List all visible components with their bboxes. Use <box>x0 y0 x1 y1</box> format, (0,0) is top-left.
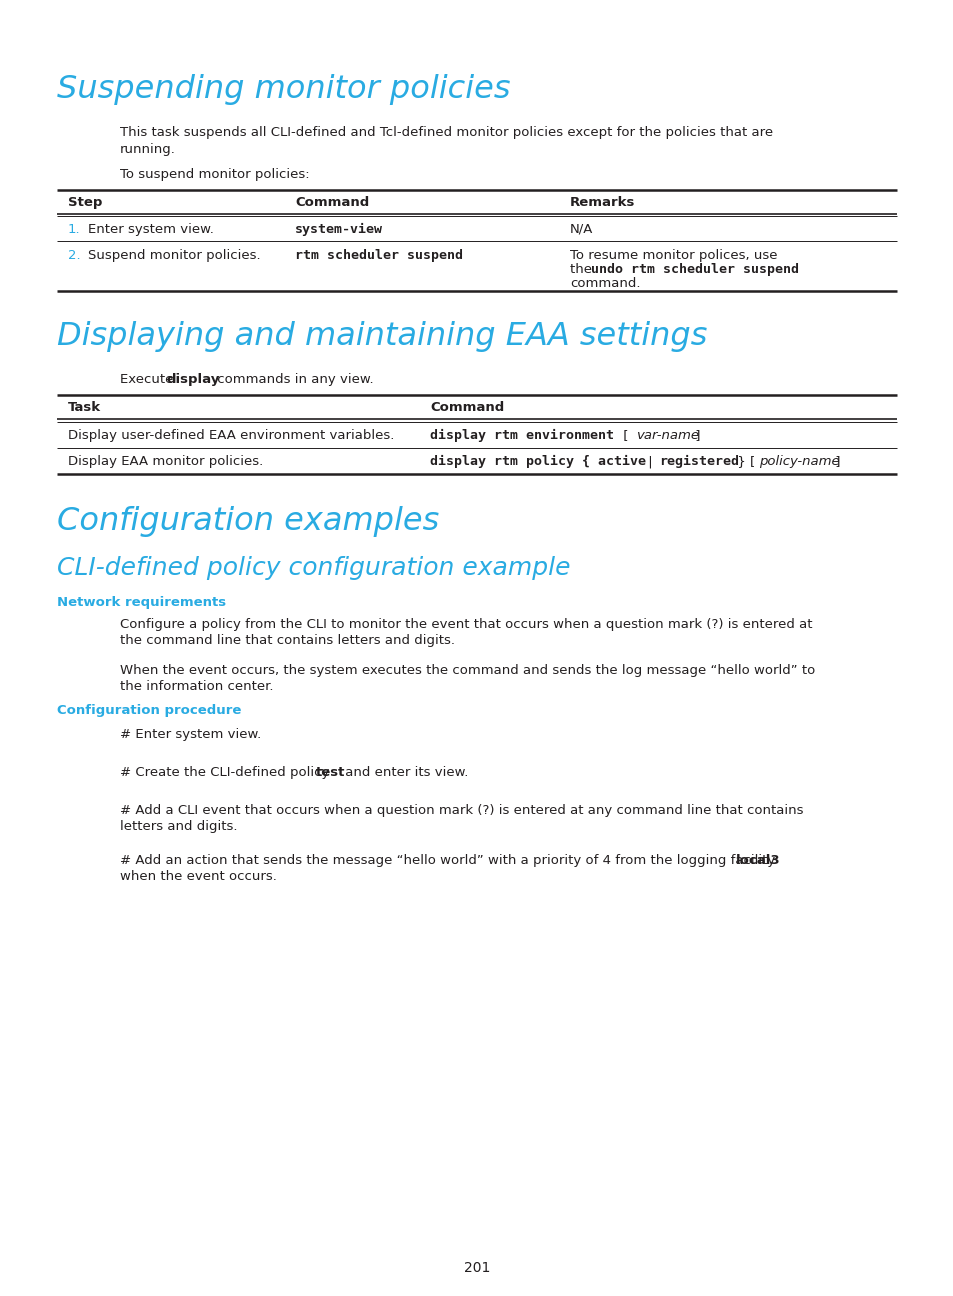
Text: the command line that contains letters and digits.: the command line that contains letters a… <box>120 634 455 647</box>
Text: |: | <box>643 455 657 468</box>
Text: var-name: var-name <box>636 429 699 442</box>
Text: and enter its view.: and enter its view. <box>340 766 468 779</box>
Text: command.: command. <box>569 277 639 290</box>
Text: Enter system view.: Enter system view. <box>88 223 213 236</box>
Text: To suspend monitor policies:: To suspend monitor policies: <box>120 168 310 181</box>
Text: policy-name: policy-name <box>759 455 839 468</box>
Text: 201: 201 <box>463 1261 490 1275</box>
Text: display: display <box>166 373 219 386</box>
Text: Command: Command <box>294 196 369 209</box>
Text: ]: ] <box>830 455 840 468</box>
Text: Configuration procedure: Configuration procedure <box>57 704 241 717</box>
Text: # Add a CLI event that occurs when a question mark (?) is entered at any command: # Add a CLI event that occurs when a que… <box>120 804 802 816</box>
Text: registered: registered <box>659 455 739 468</box>
Text: system-view: system-view <box>294 223 382 236</box>
Text: ]: ] <box>690 429 700 442</box>
Text: Configure a policy from the CLI to monitor the event that occurs when a question: Configure a policy from the CLI to monit… <box>120 618 812 631</box>
Text: Suspending monitor policies: Suspending monitor policies <box>57 74 510 105</box>
Text: rtm scheduler suspend: rtm scheduler suspend <box>294 249 462 262</box>
Text: display rtm environment: display rtm environment <box>430 429 614 442</box>
Text: commands in any view.: commands in any view. <box>213 373 374 386</box>
Text: Suspend monitor policies.: Suspend monitor policies. <box>88 249 260 262</box>
Text: the information center.: the information center. <box>120 680 274 693</box>
Text: N/A: N/A <box>569 223 593 236</box>
Text: Displaying and maintaining EAA settings: Displaying and maintaining EAA settings <box>57 321 706 353</box>
Text: test: test <box>315 766 345 779</box>
Text: Display EAA monitor policies.: Display EAA monitor policies. <box>68 455 263 468</box>
Text: local3: local3 <box>735 854 780 867</box>
Text: Display user-defined EAA environment variables.: Display user-defined EAA environment var… <box>68 429 394 442</box>
Text: Execute: Execute <box>120 373 177 386</box>
Text: Step: Step <box>68 196 102 209</box>
Text: 2.: 2. <box>68 249 81 262</box>
Text: the: the <box>569 263 596 276</box>
Text: # Create the CLI-defined policy: # Create the CLI-defined policy <box>120 766 334 779</box>
Text: [: [ <box>618 429 632 442</box>
Text: When the event occurs, the system executes the command and sends the log message: When the event occurs, the system execut… <box>120 664 815 677</box>
Text: Configuration examples: Configuration examples <box>57 505 438 537</box>
Text: } [: } [ <box>732 455 759 468</box>
Text: running.: running. <box>120 143 175 156</box>
Text: Remarks: Remarks <box>569 196 635 209</box>
Text: Command: Command <box>430 400 504 413</box>
Text: This task suspends all CLI-defined and Tcl-defined monitor policies except for t: This task suspends all CLI-defined and T… <box>120 126 772 139</box>
Text: # Enter system view.: # Enter system view. <box>120 728 261 741</box>
Text: display rtm policy { active: display rtm policy { active <box>430 455 645 468</box>
Text: Task: Task <box>68 400 101 413</box>
Text: letters and digits.: letters and digits. <box>120 820 237 833</box>
Text: when the event occurs.: when the event occurs. <box>120 870 276 883</box>
Text: undo rtm scheduler suspend: undo rtm scheduler suspend <box>590 263 799 276</box>
Text: To resume monitor polices, use: To resume monitor polices, use <box>569 249 777 262</box>
Text: CLI-defined policy configuration example: CLI-defined policy configuration example <box>57 556 570 581</box>
Text: # Add an action that sends the message “hello world” with a priority of 4 from t: # Add an action that sends the message “… <box>120 854 779 867</box>
Text: 1.: 1. <box>68 223 81 236</box>
Text: Network requirements: Network requirements <box>57 596 226 609</box>
